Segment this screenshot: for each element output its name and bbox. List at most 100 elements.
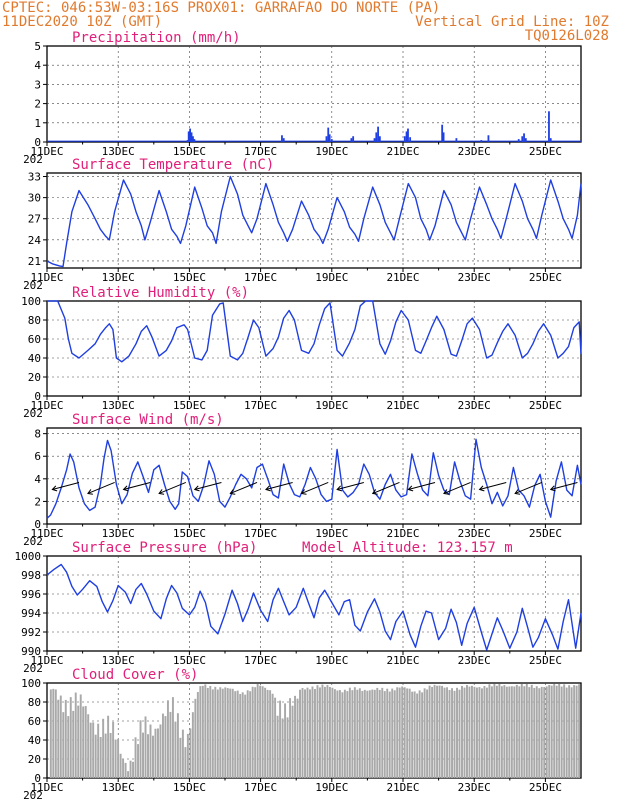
- cloud-bar: [418, 690, 421, 778]
- panel-temp: 11DEC 13DEC 15DEC 17DEC 19DEC 21DEC 23DEC 25DEC…: [23, 157, 582, 292]
- cloud-bar: [79, 694, 82, 778]
- cloud-bar: [147, 734, 149, 778]
- cloud-bar: [219, 687, 222, 778]
- wind-arrow-head: [158, 489, 165, 495]
- precip-bar: [189, 128, 192, 142]
- precip-bar: [352, 136, 355, 142]
- cloud-bar: [169, 711, 172, 778]
- cloud-bar: [336, 690, 339, 778]
- cloud-bar: [433, 684, 436, 778]
- cloud-bar: [466, 685, 468, 778]
- cloud-bar: [144, 716, 147, 778]
- cloud-bar: [391, 688, 394, 778]
- panel-rh: 11DEC 13DEC 15DEC 17DEC 19DEC 21DEC 23DEC 25DEC…: [21, 285, 582, 420]
- precip-bar: [378, 136, 381, 142]
- precip-bar: [327, 127, 330, 142]
- cloud-bar: [416, 693, 419, 778]
- cloud-bar: [555, 685, 558, 778]
- cloud-bar: [396, 687, 399, 778]
- wind-arrow-shaft: [158, 482, 187, 494]
- cloud-bar: [480, 688, 483, 778]
- cloud-bar: [351, 690, 354, 778]
- cloud-bar: [82, 706, 85, 778]
- wind-arrow-shaft: [408, 481, 436, 490]
- cloud-bar: [338, 690, 341, 778]
- wind-frame: [46, 427, 582, 525]
- cloud-bar: [376, 687, 379, 778]
- precip-bar: [192, 136, 194, 142]
- precip-xtick-label: 17DEC: [244, 145, 277, 158]
- rh-xtick-label: 21DEC: [386, 399, 419, 412]
- cloud-bar: [306, 687, 309, 778]
- precip-bar: [328, 134, 331, 142]
- cloud-bar: [299, 689, 301, 778]
- temp-xtick-label: 13DEC: [102, 271, 135, 284]
- cloud-ytick-label: 80: [28, 696, 41, 709]
- cloud-bar: [346, 691, 349, 778]
- press-xtick-label: 25DEC: [529, 654, 562, 667]
- panel-cloud: 11DEC 13DEC 15DEC 17DEC 19DEC 21DEC 23DEC 25DEC…: [21, 667, 582, 800]
- cloud-bar: [331, 687, 334, 778]
- press-ytick-label: 998: [21, 569, 41, 582]
- wind-ytick-label: 6: [34, 450, 41, 463]
- rh-xtick-label: 17DEC: [244, 399, 277, 412]
- precip-bar: [330, 139, 333, 142]
- precip-bar: [281, 135, 283, 142]
- cloud-xtick-label: 23DEC: [458, 781, 491, 794]
- cloud-bar: [77, 705, 80, 778]
- cloud-bar: [84, 706, 87, 778]
- cloud-bar: [316, 685, 319, 778]
- precip-title: Precipitation (mm/h): [72, 30, 241, 46]
- cloud-bar: [578, 684, 581, 778]
- precip-bar: [548, 111, 550, 142]
- precip-bar: [193, 139, 196, 142]
- cloud-bar: [535, 686, 538, 778]
- cloud-bar: [309, 689, 311, 778]
- cloud-bar: [62, 712, 65, 778]
- precip-bar: [405, 131, 408, 142]
- precip-bar: [441, 124, 444, 142]
- cloud-xtick-label: 17DEC: [244, 781, 277, 794]
- cloud-bar: [117, 739, 120, 778]
- cloud-bar: [211, 689, 214, 778]
- cloud-bar: [386, 688, 389, 778]
- cloud-bar: [540, 686, 543, 778]
- cloud-bar: [244, 694, 247, 778]
- cloud-bar: [510, 686, 513, 778]
- wind-arrow-shaft: [337, 481, 364, 490]
- temp-xtick-label: 17DEC: [244, 271, 277, 284]
- cloud-bar: [393, 690, 396, 778]
- wind-xtick-label: 17DEC: [244, 527, 277, 540]
- precip-bar: [523, 133, 525, 142]
- wind-ytick-label: 2: [34, 495, 41, 508]
- rh-ytick-label: 80: [28, 314, 41, 327]
- cloud-bar: [204, 684, 207, 778]
- cloud-bar: [533, 687, 536, 778]
- wind-arrow-shaft: [123, 481, 151, 490]
- cloud-bar: [426, 689, 429, 778]
- cloud-bar: [289, 698, 292, 778]
- cloud-bar: [67, 716, 70, 778]
- cloud-bar: [408, 688, 411, 778]
- cloud-bar: [87, 714, 90, 778]
- cloud-bar: [558, 683, 561, 778]
- cloud-bar: [575, 685, 578, 778]
- wind-arrow-shaft: [301, 482, 329, 494]
- cloud-bar: [485, 687, 488, 778]
- press-xtick-label: 23DEC: [458, 654, 491, 667]
- cloud-bar: [286, 717, 289, 778]
- cloud-bar: [438, 685, 441, 778]
- wind-arrow-shaft: [550, 481, 578, 490]
- cloud-bar: [189, 728, 192, 778]
- cloud-bar: [311, 686, 314, 778]
- cloud-bar: [443, 687, 446, 778]
- wind-arrow-shaft: [479, 481, 507, 490]
- cloud-bar: [448, 690, 451, 778]
- panel-precip: 11DEC 13DEC 15DEC 17DEC 19DEC 21DEC 23DEC 25DEC…: [23, 30, 582, 166]
- cloud-bar: [553, 683, 556, 778]
- cloud-bar: [406, 688, 409, 778]
- cloud-bar: [373, 689, 376, 778]
- cloud-bar: [381, 687, 384, 778]
- cloud-bar: [124, 762, 127, 778]
- cloud-bar: [256, 683, 259, 778]
